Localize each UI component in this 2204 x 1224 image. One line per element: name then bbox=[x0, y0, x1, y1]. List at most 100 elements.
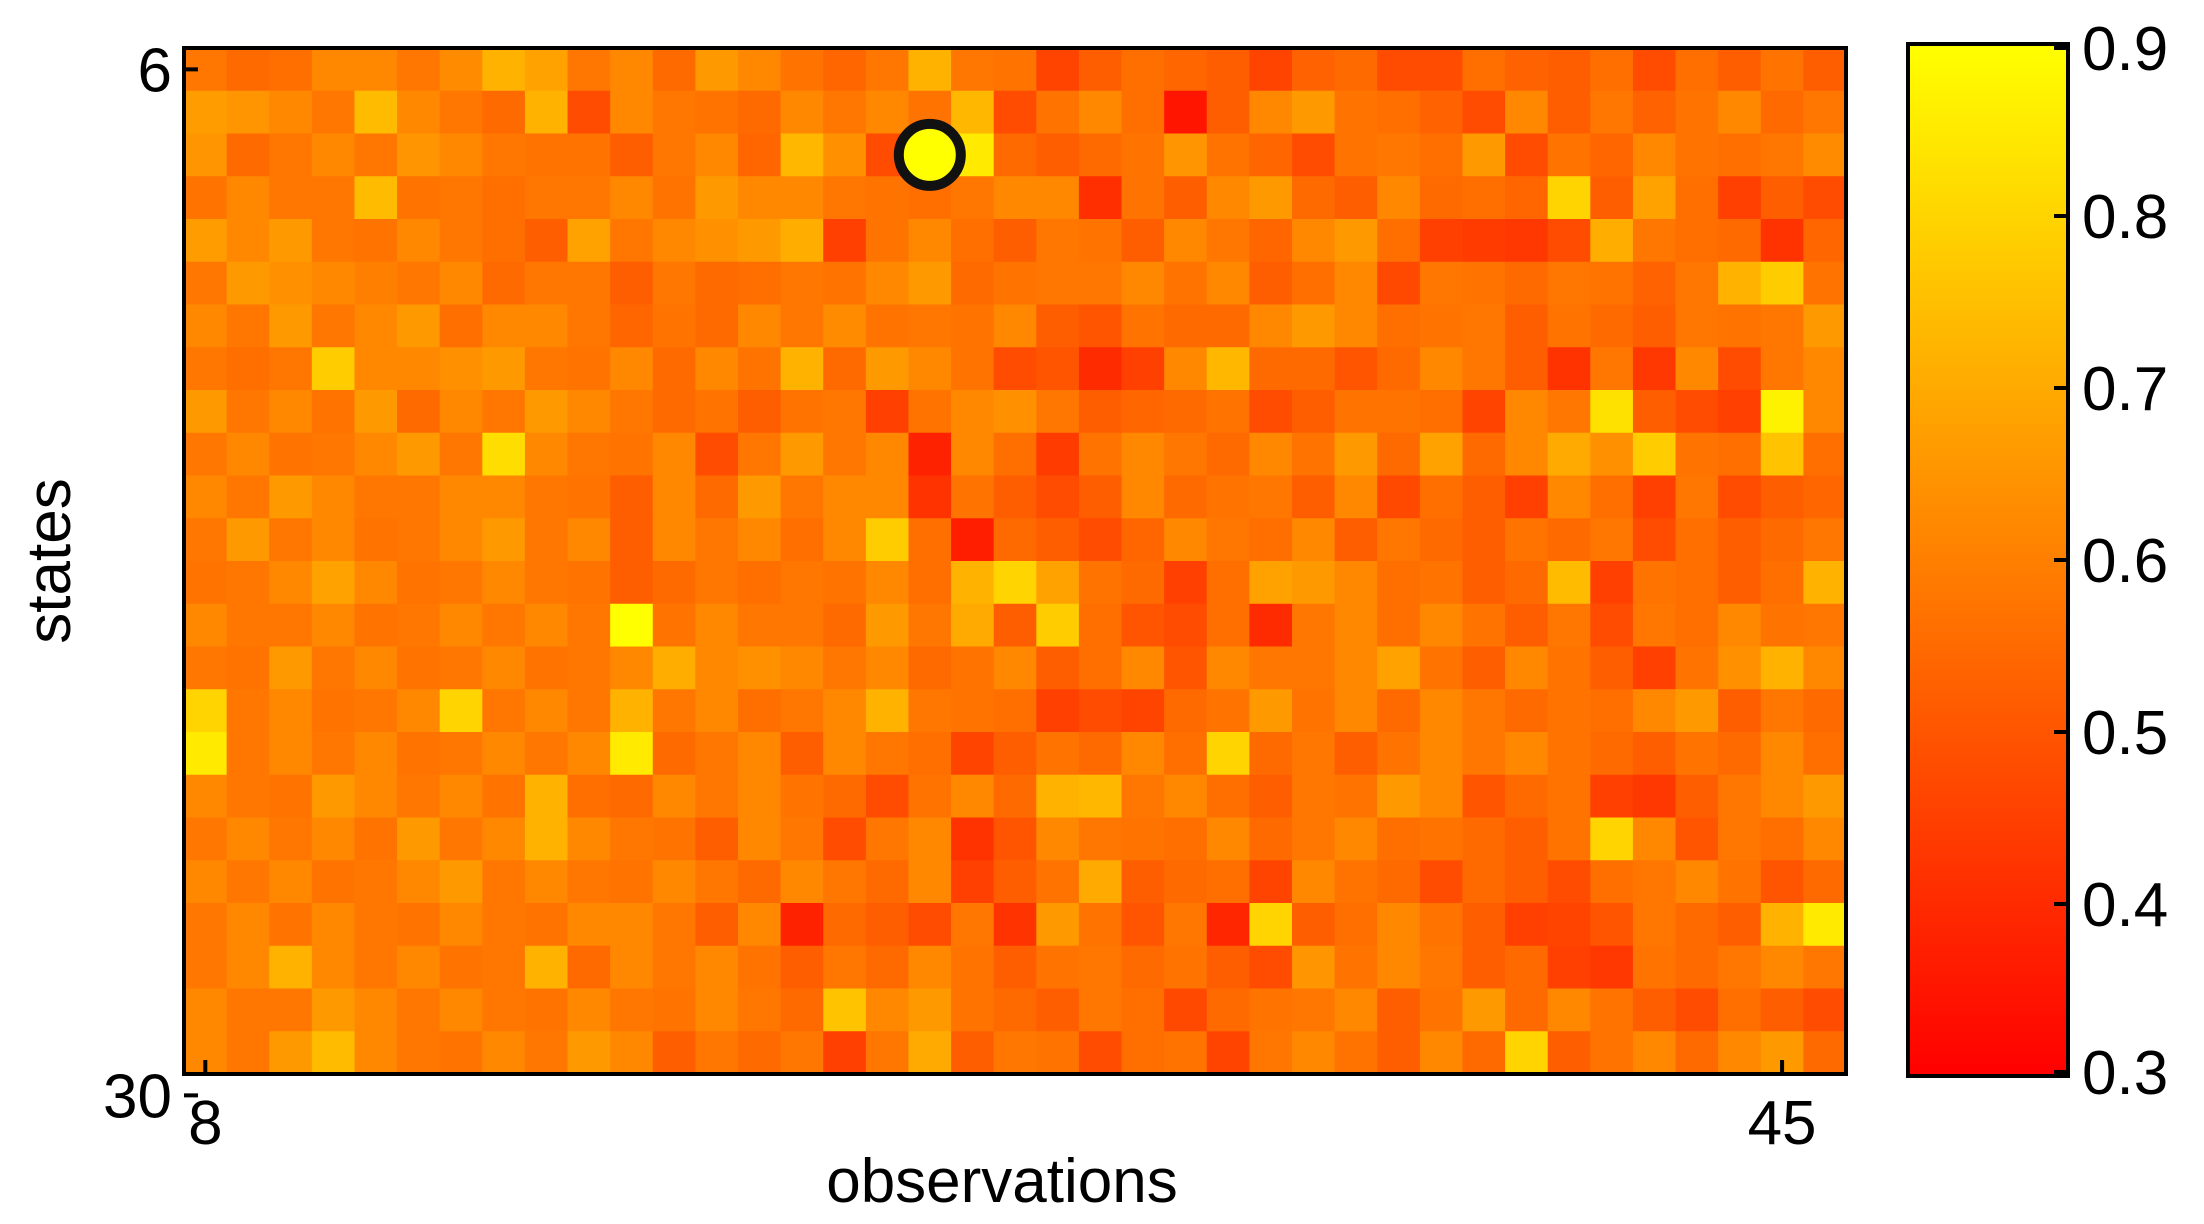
heatmap-cell bbox=[1292, 48, 1336, 92]
heatmap-cell bbox=[1547, 48, 1591, 92]
heatmap-cell bbox=[567, 689, 611, 733]
heatmap-cell bbox=[1249, 860, 1293, 904]
heatmap-cell bbox=[1292, 475, 1336, 519]
heatmap-cell bbox=[524, 518, 569, 562]
heatmap-cell bbox=[184, 732, 228, 776]
heatmap-cell bbox=[1760, 561, 1804, 605]
heatmap-cell bbox=[1803, 903, 1847, 947]
heatmap-cell bbox=[1377, 774, 1421, 819]
heatmap-cell bbox=[269, 304, 313, 348]
heatmap-cell bbox=[311, 774, 356, 819]
heatmap-cell bbox=[1675, 304, 1719, 348]
heatmap-cell bbox=[1036, 903, 1080, 947]
heatmap-cell bbox=[1718, 689, 1762, 733]
heatmap-cell bbox=[610, 347, 654, 391]
heatmap-cell bbox=[269, 90, 313, 135]
heatmap-cell bbox=[1292, 1031, 1336, 1075]
heatmap-cell bbox=[269, 689, 313, 733]
heatmap-cell bbox=[1675, 945, 1719, 990]
heatmap-cell bbox=[1078, 347, 1123, 391]
heatmap-cell bbox=[1377, 261, 1421, 306]
heatmap-cell bbox=[823, 646, 867, 690]
heatmap-cell bbox=[610, 475, 654, 519]
heatmap-cell bbox=[1718, 261, 1762, 306]
heatmap-cell bbox=[1121, 817, 1165, 861]
heatmap-cell bbox=[439, 475, 483, 519]
heatmap-cell bbox=[695, 176, 739, 220]
heatmap-cell bbox=[865, 945, 910, 990]
heatmap-cell bbox=[311, 732, 356, 776]
heatmap-cell bbox=[1547, 945, 1591, 990]
heatmap-cell bbox=[1675, 774, 1719, 819]
heatmap-cell bbox=[1675, 518, 1719, 562]
heatmap-cell bbox=[1206, 432, 1250, 477]
heatmap-cell bbox=[1718, 390, 1762, 434]
heatmap-cell bbox=[567, 646, 611, 690]
heatmap-cell bbox=[184, 860, 228, 904]
heatmap-cell bbox=[738, 432, 782, 477]
heatmap-cell bbox=[1334, 176, 1378, 220]
heatmap-cell bbox=[1419, 988, 1464, 1032]
heatmap-cell bbox=[738, 133, 782, 177]
colorbar-tick-label: 0.6 bbox=[2082, 527, 2168, 596]
heatmap-cell bbox=[1760, 219, 1804, 263]
heatmap-cell bbox=[695, 261, 739, 306]
heatmap-cell bbox=[1036, 261, 1080, 306]
heatmap-cell bbox=[1675, 561, 1719, 605]
heatmap-cell bbox=[652, 261, 696, 306]
heatmap-cell bbox=[397, 133, 441, 177]
heatmap-cell bbox=[610, 261, 654, 306]
heatmap-cell bbox=[1206, 774, 1250, 819]
heatmap-cell bbox=[1419, 475, 1464, 519]
heatmap-cell bbox=[226, 561, 270, 605]
heatmap-cell bbox=[1377, 646, 1421, 690]
heatmap-cell bbox=[823, 774, 867, 819]
heatmap-cell bbox=[311, 133, 356, 177]
heatmap-cell bbox=[1334, 603, 1378, 648]
heatmap-cell bbox=[1377, 432, 1421, 477]
heatmap-cell bbox=[1632, 603, 1677, 648]
heatmap-cell bbox=[1377, 219, 1421, 263]
heatmap-cell bbox=[695, 304, 739, 348]
heatmap-cell bbox=[865, 646, 910, 690]
heatmap-cell bbox=[1121, 646, 1165, 690]
heatmap-cell bbox=[1206, 518, 1250, 562]
heatmap-cell bbox=[1334, 518, 1378, 562]
heatmap-cell bbox=[354, 945, 398, 990]
highlight-marker[interactable] bbox=[893, 118, 966, 191]
heatmap-cell bbox=[951, 219, 995, 263]
heatmap-cell bbox=[993, 774, 1037, 819]
heatmap-cell bbox=[226, 860, 270, 904]
heatmap-cell bbox=[908, 48, 952, 92]
heatmap-cell bbox=[951, 646, 995, 690]
heatmap-cell bbox=[738, 48, 782, 92]
heatmap-cell bbox=[738, 603, 782, 648]
heatmap-cell bbox=[482, 90, 526, 135]
heatmap-cell bbox=[1632, 518, 1677, 562]
heatmap-cell bbox=[1462, 646, 1506, 690]
colorbar-tick-label: 0.5 bbox=[2082, 699, 2168, 768]
heatmap-cell bbox=[1505, 945, 1549, 990]
heatmap-cell bbox=[865, 90, 910, 135]
heatmap-cell bbox=[1803, 90, 1847, 135]
heatmap-cell bbox=[823, 1031, 867, 1075]
heatmap-cell bbox=[1547, 860, 1591, 904]
heatmap-cell bbox=[695, 90, 739, 135]
heatmap-cell bbox=[1419, 48, 1464, 92]
heatmap-cell bbox=[1121, 860, 1165, 904]
highlight-marker-circle[interactable] bbox=[893, 118, 966, 191]
heatmap-cell bbox=[1292, 219, 1336, 263]
heatmap-cell bbox=[1249, 219, 1293, 263]
heatmap-cell bbox=[1547, 176, 1591, 220]
heatmap-cell bbox=[1334, 988, 1378, 1032]
heatmap-cell bbox=[738, 860, 782, 904]
heatmap-cell bbox=[226, 432, 270, 477]
heatmap-cell bbox=[610, 219, 654, 263]
heatmap-cell bbox=[397, 945, 441, 990]
heatmap-cell bbox=[1590, 603, 1634, 648]
heatmap-cell bbox=[1078, 475, 1123, 519]
heatmap-cell bbox=[1462, 432, 1506, 477]
heatmap-cell bbox=[354, 903, 398, 947]
heatmap-cell bbox=[269, 219, 313, 263]
heatmap-cell bbox=[823, 945, 867, 990]
